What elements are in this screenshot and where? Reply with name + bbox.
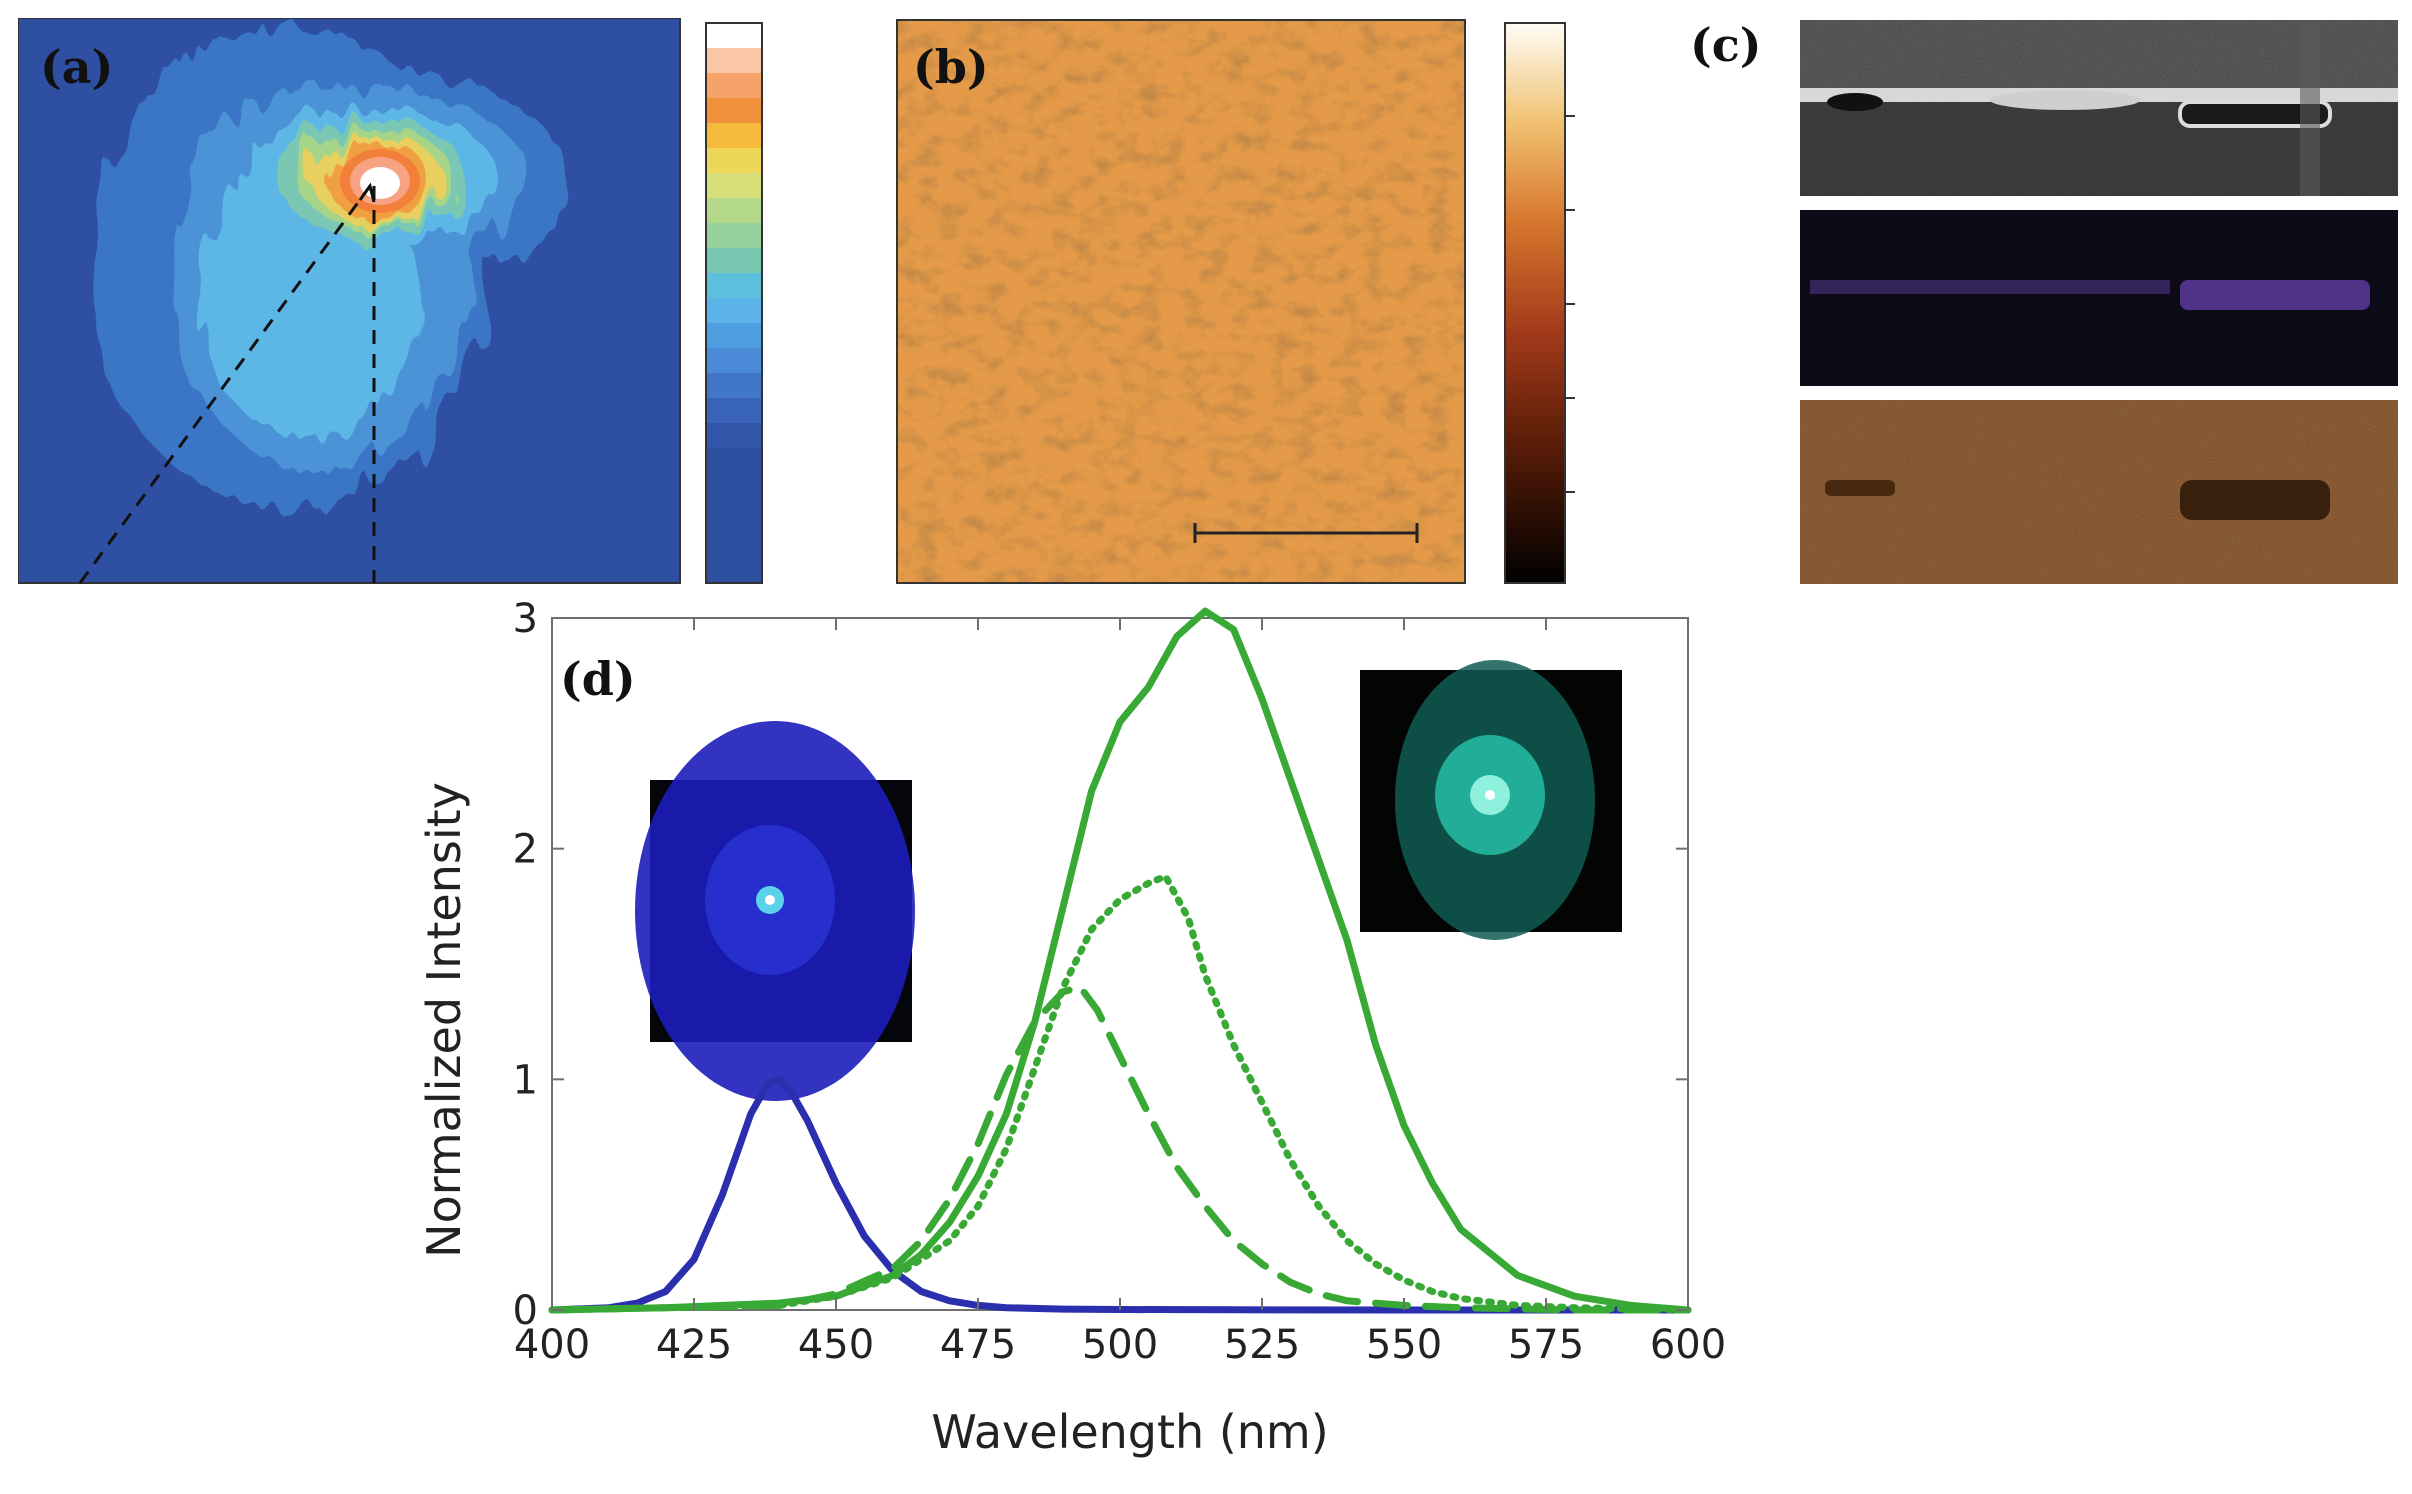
x-tick-label: 450 [798, 1322, 874, 1368]
panel-d: 400 425 450 475 500 525 550 575 600 0 1 2 3 Waveleng… [417, 596, 1740, 1490]
x-axis-label: Wavelength (nm) [931, 1405, 1328, 1459]
x-tick-label: 550 [1366, 1322, 1442, 1368]
panel-label-d: (d) [560, 652, 636, 706]
sem-image [1800, 20, 2398, 196]
series-blue [548, 1075, 1692, 1314]
x-tick-label: 400 [514, 1322, 590, 1368]
afm-height-map [896, 19, 1575, 584]
eds-map-purple [1800, 210, 2398, 386]
x-tick-label: 525 [1224, 1322, 1300, 1368]
panel-c: (c) [1690, 18, 2400, 588]
x-tick-label: 475 [940, 1322, 1016, 1368]
y-tick-label: 1 [513, 1057, 538, 1103]
cross-section-images [1800, 20, 2398, 584]
y-tick-label: 3 [513, 600, 538, 642]
spectra-chart: 400 425 450 475 500 525 550 575 600 0 1 2 3 Waveleng… [417, 596, 1726, 1459]
colorbar-a [705, 22, 763, 584]
inset-blue-emission [635, 721, 915, 1101]
x-tick-label: 500 [1082, 1322, 1158, 1368]
series-green-dashed [548, 983, 1692, 1314]
x-tick-label: 425 [656, 1322, 732, 1368]
panel-a: (a) [17, 17, 768, 588]
panel-label-b: (b) [913, 40, 989, 94]
x-tick-label: 575 [1508, 1322, 1584, 1368]
y-axis-label: Normalized Intensity [420, 782, 471, 1258]
panel-b: (b) [895, 18, 1600, 588]
colorbar-b [1504, 22, 1575, 584]
panel-label-a: (a) [40, 40, 114, 94]
x-tick-label: 600 [1650, 1322, 1726, 1368]
series-green-solid [548, 607, 1692, 1314]
eds-map-orange [1800, 400, 2398, 584]
series-green-dotted [548, 872, 1692, 1314]
y-tick-label: 2 [513, 827, 538, 873]
inset-green-emission [1360, 660, 1622, 940]
panel-label-c: (c) [1690, 18, 1762, 72]
contour-map [17, 17, 763, 584]
y-tick-label: 0 [513, 1288, 538, 1334]
scale-bar [1193, 523, 1419, 543]
